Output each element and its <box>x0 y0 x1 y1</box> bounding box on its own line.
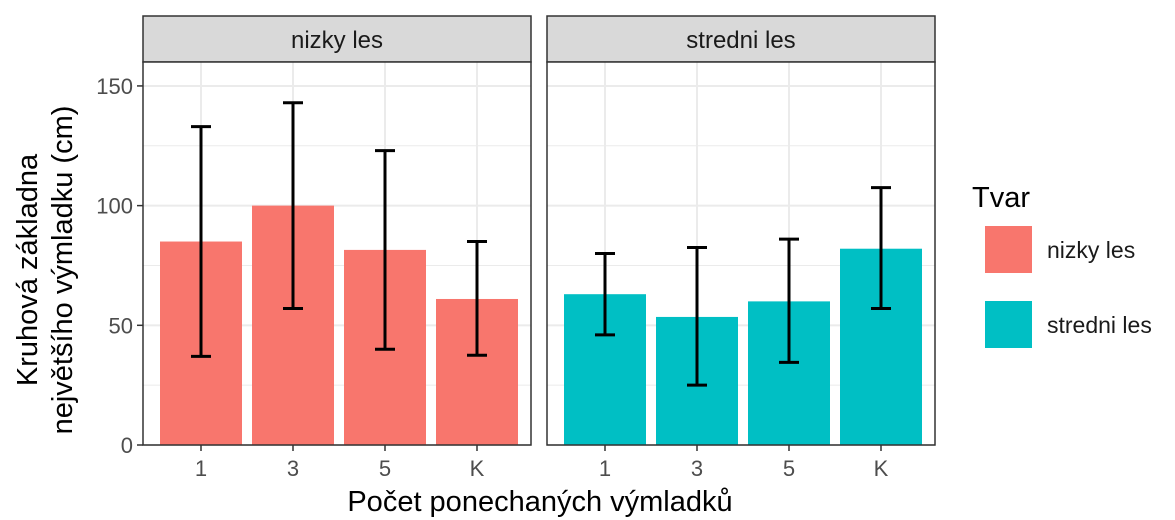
panel-0: nizky les 1 3 5 K <box>142 15 532 481</box>
legend-swatch <box>985 226 1032 273</box>
legend-entry-nizky-les: nizky les <box>985 226 1135 273</box>
y-tick-label: 0 <box>121 433 133 458</box>
facet-strip <box>142 15 532 63</box>
panel-1: stredni les 1 3 5 K <box>546 15 936 481</box>
legend-label: nizky les <box>1047 237 1135 263</box>
x-tick-label: 5 <box>379 456 391 481</box>
facet-strip-label: nizky les <box>291 27 383 54</box>
error-bar-3 <box>283 101 303 311</box>
x-tick-label: K <box>874 456 889 481</box>
error-bar-1 <box>191 125 211 358</box>
y-axis-title-line-1: Kruhová základna <box>12 153 44 386</box>
panel-border <box>546 61 936 446</box>
error-bar-K <box>871 186 891 311</box>
error-bar-5 <box>779 237 799 364</box>
y-axis-title-line-2: největšího výmladku (cm) <box>47 106 79 435</box>
y-tick-label: 150 <box>96 74 133 99</box>
legend: Tvar nizky les stredni les <box>972 182 1152 348</box>
y-tick-label: 50 <box>109 313 133 338</box>
x-tick-label: 3 <box>691 456 703 481</box>
facet-strip <box>546 15 936 63</box>
x-tick-label: 1 <box>599 456 611 481</box>
x-tick-label: 5 <box>783 456 795 481</box>
error-bar-1 <box>595 252 615 337</box>
x-tick-label: 1 <box>195 456 207 481</box>
y-axis: 0 50 100 150 <box>96 74 143 458</box>
y-tick-label: 100 <box>96 194 133 219</box>
y-axis-title: Kruhová základna největšího výmladku (cm… <box>12 106 79 435</box>
legend-title: Tvar <box>972 182 1030 214</box>
x-tick-label: K <box>470 456 485 481</box>
error-bar-K <box>467 240 487 357</box>
legend-swatch <box>985 301 1032 348</box>
facet-strip-label: stredni les <box>686 27 795 54</box>
error-bar-3 <box>687 246 707 387</box>
x-axis-title: Počet ponechaných výmladků <box>347 486 732 518</box>
x-tick-label: 3 <box>287 456 299 481</box>
legend-label: stredni les <box>1047 312 1152 338</box>
panel-border <box>142 61 532 446</box>
legend-entry-stredni-les: stredni les <box>985 301 1152 348</box>
error-bar-5 <box>375 149 395 351</box>
